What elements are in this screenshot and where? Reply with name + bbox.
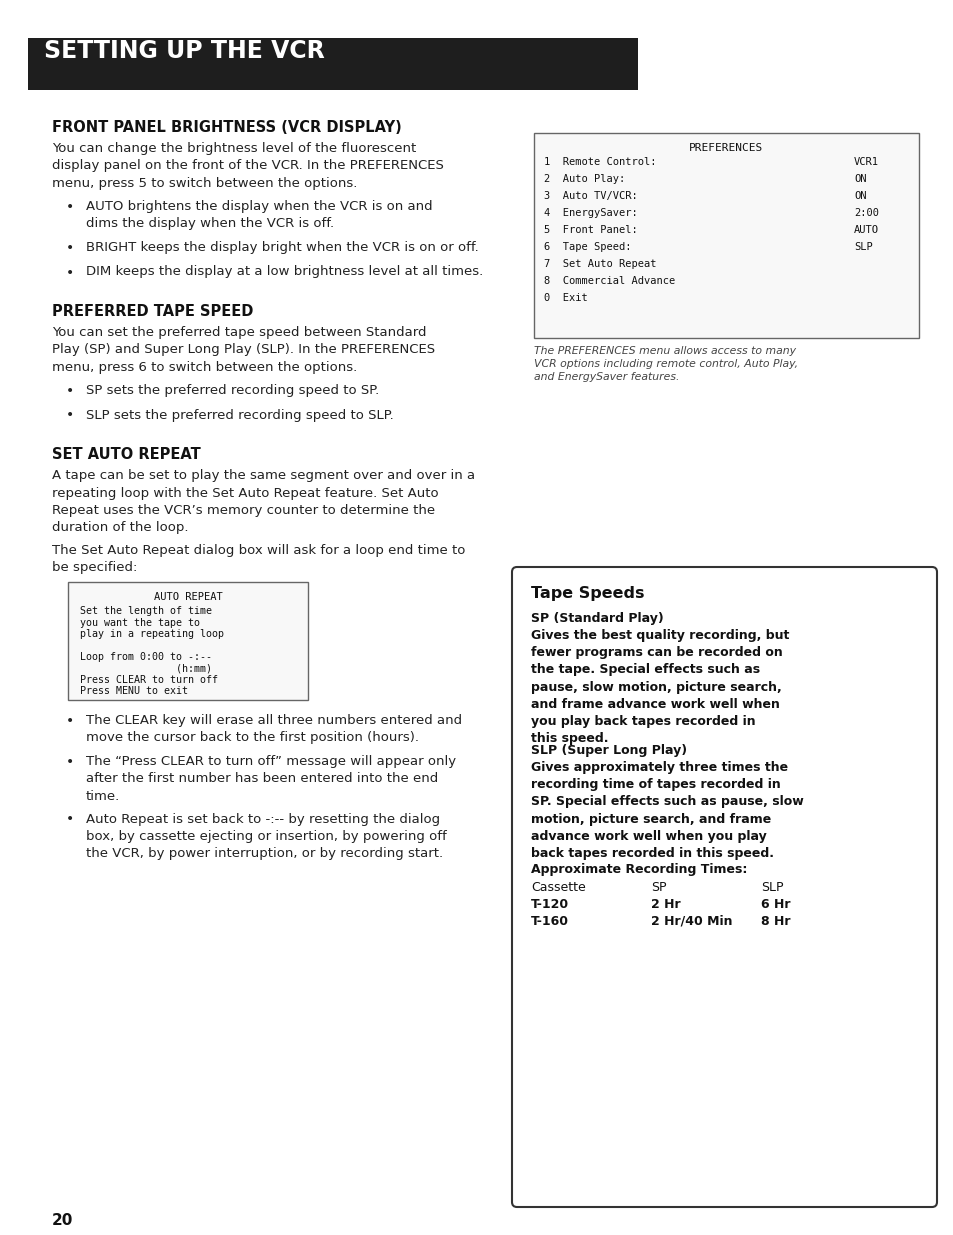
Text: SETTING UP THE VCR: SETTING UP THE VCR	[44, 40, 324, 63]
Text: •: •	[66, 714, 74, 727]
Text: 2 Hr: 2 Hr	[650, 898, 679, 911]
Text: AUTO brightens the display when the VCR is on and
dims the display when the VCR : AUTO brightens the display when the VCR …	[86, 200, 432, 231]
Bar	[68, 582, 308, 700]
Text: SP: SP	[650, 881, 666, 894]
Text: •: •	[66, 813, 74, 826]
Text: (h:mm): (h:mm)	[80, 663, 212, 673]
Text: AUTO: AUTO	[853, 225, 878, 235]
Text: SLP: SLP	[760, 881, 782, 894]
Text: FRONT PANEL BRIGHTNESS (VCR DISPLAY): FRONT PANEL BRIGHTNESS (VCR DISPLAY)	[52, 120, 401, 135]
Bar	[28, 38, 638, 90]
Text: T-160: T-160	[531, 915, 568, 927]
Text: 5  Front Panel:: 5 Front Panel:	[543, 225, 638, 235]
Text: Loop from 0:00 to -:--: Loop from 0:00 to -:--	[80, 652, 212, 662]
Text: 2  Auto Play:: 2 Auto Play:	[543, 174, 624, 184]
Text: A tape can be set to play the same segment over and over in a
repeating loop wit: A tape can be set to play the same segme…	[52, 469, 475, 535]
Text: Set the length of time: Set the length of time	[80, 606, 212, 616]
Text: •: •	[66, 755, 74, 769]
Text: AUTO REPEAT: AUTO REPEAT	[153, 592, 222, 601]
Bar	[534, 133, 918, 338]
Text: You can change the brightness level of the fluorescent
display panel on the fron: You can change the brightness level of t…	[52, 142, 443, 190]
Text: you want the tape to: you want the tape to	[80, 618, 200, 627]
Text: SP sets the preferred recording speed to SP.: SP sets the preferred recording speed to…	[86, 384, 379, 396]
Text: The CLEAR key will erase all three numbers entered and
move the cursor back to t: The CLEAR key will erase all three numbe…	[86, 714, 461, 745]
Text: 7  Set Auto Repeat: 7 Set Auto Repeat	[543, 259, 656, 269]
Text: 3  Auto TV/VCR:: 3 Auto TV/VCR:	[543, 191, 638, 201]
Text: SLP (Super Long Play): SLP (Super Long Play)	[531, 743, 686, 757]
Text: •: •	[66, 384, 74, 398]
Text: 8  Commercial Advance: 8 Commercial Advance	[543, 275, 675, 287]
Text: •: •	[66, 266, 74, 279]
Text: ON: ON	[853, 191, 865, 201]
Text: Approximate Recording Times:: Approximate Recording Times:	[531, 863, 746, 876]
Text: Press CLEAR to turn off: Press CLEAR to turn off	[80, 676, 218, 685]
Text: 0  Exit: 0 Exit	[543, 293, 587, 303]
Text: The Set Auto Repeat dialog box will ask for a loop end time to
be specified:: The Set Auto Repeat dialog box will ask …	[52, 543, 465, 574]
Text: Gives approximately three times the
recording time of tapes recorded in
SP. Spec: Gives approximately three times the reco…	[531, 761, 803, 860]
FancyBboxPatch shape	[512, 567, 936, 1207]
Text: The “Press CLEAR to turn off” message will appear only
after the first number ha: The “Press CLEAR to turn off” message wi…	[86, 755, 456, 803]
Text: 20: 20	[52, 1213, 73, 1228]
Text: play in a repeating loop: play in a repeating loop	[80, 629, 224, 638]
Text: SLP sets the preferred recording speed to SLP.: SLP sets the preferred recording speed t…	[86, 409, 394, 421]
Text: SP (Standard Play): SP (Standard Play)	[531, 613, 663, 625]
Text: 6  Tape Speed:: 6 Tape Speed:	[543, 242, 631, 252]
Text: SLP: SLP	[853, 242, 872, 252]
Text: •: •	[66, 241, 74, 254]
Text: ON: ON	[853, 174, 865, 184]
Text: BRIGHT keeps the display bright when the VCR is on or off.: BRIGHT keeps the display bright when the…	[86, 241, 478, 254]
Text: PREFERENCES: PREFERENCES	[689, 143, 762, 153]
Text: Auto Repeat is set back to -:-- by resetting the dialog
box, by cassette ejectin: Auto Repeat is set back to -:-- by reset…	[86, 813, 446, 861]
Text: Tape Speeds: Tape Speeds	[531, 585, 644, 601]
Text: 8 Hr: 8 Hr	[760, 915, 790, 927]
Text: PREFERRED TAPE SPEED: PREFERRED TAPE SPEED	[52, 304, 253, 319]
Text: 4  EnergySaver:: 4 EnergySaver:	[543, 207, 638, 219]
Text: 6 Hr: 6 Hr	[760, 898, 790, 911]
Text: VCR1: VCR1	[853, 157, 878, 167]
Text: 2:00: 2:00	[853, 207, 878, 219]
Text: 1  Remote Control:: 1 Remote Control:	[543, 157, 656, 167]
Text: •: •	[66, 409, 74, 422]
Text: SET AUTO REPEAT: SET AUTO REPEAT	[52, 447, 200, 462]
Text: T-120: T-120	[531, 898, 569, 911]
Text: The PREFERENCES menu allows access to many
VCR options including remote control,: The PREFERENCES menu allows access to ma…	[534, 346, 798, 383]
Text: DIM keeps the display at a low brightness level at all times.: DIM keeps the display at a low brightnes…	[86, 266, 483, 279]
Text: You can set the preferred tape speed between Standard
Play (SP) and Super Long P: You can set the preferred tape speed bet…	[52, 326, 435, 374]
Text: •: •	[66, 200, 74, 214]
Text: Gives the best quality recording, but
fewer programs can be recorded on
the tape: Gives the best quality recording, but fe…	[531, 629, 788, 745]
Text: 2 Hr/40 Min: 2 Hr/40 Min	[650, 915, 732, 927]
Text: Press MENU to exit: Press MENU to exit	[80, 687, 188, 697]
Text: Cassette: Cassette	[531, 881, 585, 894]
